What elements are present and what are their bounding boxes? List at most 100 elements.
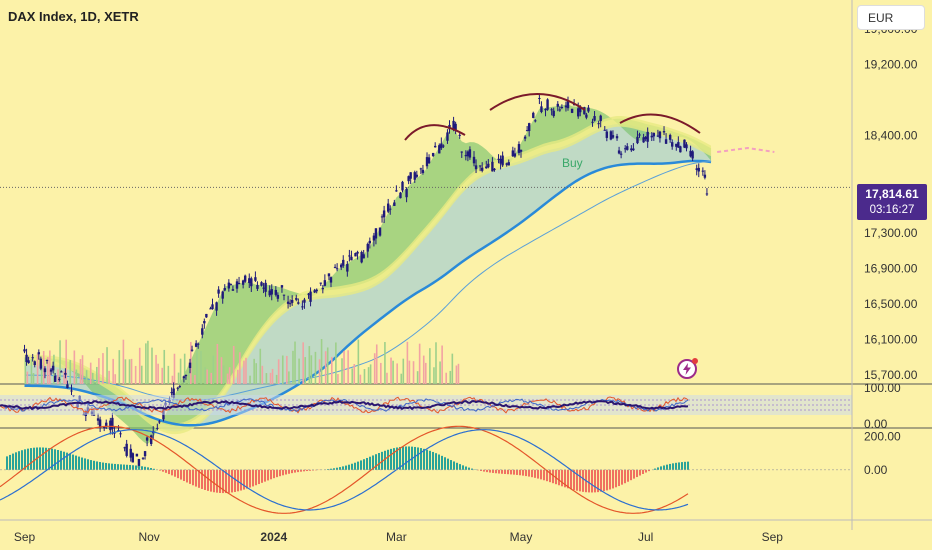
macd-histogram-bar bbox=[489, 469, 491, 473]
macd-histogram-bar bbox=[279, 469, 281, 477]
macd-histogram-bar bbox=[546, 469, 548, 482]
macd-histogram-bar bbox=[45, 447, 47, 470]
candle-body bbox=[66, 384, 69, 389]
volume-bar bbox=[228, 367, 231, 384]
macd-histogram-bar bbox=[375, 454, 377, 470]
candle-body bbox=[703, 174, 707, 178]
volume-bar bbox=[400, 373, 403, 384]
macd-histogram-bar bbox=[435, 453, 437, 470]
candle-body bbox=[636, 136, 639, 144]
candle-body bbox=[646, 131, 649, 142]
macd-histogram-bar bbox=[237, 469, 239, 492]
macd-histogram-bar bbox=[504, 469, 506, 474]
macd-histogram-bar bbox=[108, 463, 110, 470]
macd-histogram-bar bbox=[447, 458, 449, 470]
macd-histogram-bar bbox=[480, 469, 482, 471]
volume-bar bbox=[96, 366, 98, 384]
candle-body bbox=[630, 148, 633, 151]
candle-body bbox=[307, 293, 310, 295]
candle-body bbox=[527, 123, 531, 131]
volume-bar bbox=[375, 344, 378, 384]
macd-histogram-bar bbox=[225, 469, 227, 494]
macd-histogram-bar bbox=[9, 454, 11, 470]
macd-histogram-bar bbox=[645, 469, 647, 473]
candle-body bbox=[401, 181, 404, 191]
candle-body bbox=[211, 304, 214, 310]
volume-bar bbox=[243, 360, 245, 384]
macd-histogram-bar bbox=[618, 469, 620, 487]
candle-body bbox=[454, 123, 457, 130]
candle-body bbox=[286, 301, 290, 304]
candle-body bbox=[356, 251, 359, 254]
lightning-icon[interactable] bbox=[677, 358, 698, 379]
volume-bar bbox=[128, 359, 131, 384]
macd-tick-label: 200.00 bbox=[864, 429, 901, 443]
candle-body bbox=[374, 228, 378, 239]
volume-bar bbox=[187, 371, 190, 384]
time-tick-label: Nov bbox=[138, 530, 159, 544]
macd-histogram-bar bbox=[213, 469, 215, 493]
macd-histogram-bar bbox=[498, 469, 500, 474]
volume-bar bbox=[402, 358, 405, 384]
candle-body bbox=[544, 108, 547, 111]
candle-body bbox=[43, 368, 47, 373]
candle-body bbox=[340, 264, 343, 268]
macd-histogram-bar bbox=[549, 469, 551, 483]
currency-button[interactable]: EUR bbox=[857, 5, 925, 30]
macd-histogram-bar bbox=[510, 469, 512, 475]
candle-body bbox=[413, 172, 416, 180]
candle-body bbox=[70, 390, 73, 392]
candle-body bbox=[427, 157, 431, 164]
macd-histogram-bar bbox=[516, 469, 518, 475]
volume-bar bbox=[380, 362, 382, 384]
macd-histogram-bar bbox=[372, 455, 374, 470]
macd-histogram-bar bbox=[459, 464, 461, 470]
macd-histogram-bar bbox=[153, 468, 155, 470]
macd-histogram-bar bbox=[306, 469, 308, 472]
volume-bar bbox=[204, 367, 206, 384]
macd-histogram-bar bbox=[627, 469, 629, 482]
volume-bar bbox=[245, 357, 247, 384]
volume-bar bbox=[292, 350, 294, 384]
volume-bar bbox=[59, 340, 61, 384]
macd-histogram-bar bbox=[669, 463, 671, 470]
candle-body bbox=[260, 282, 263, 286]
volume-bar bbox=[367, 367, 370, 384]
macd-histogram-bar bbox=[141, 466, 143, 470]
volume-bar bbox=[310, 355, 313, 384]
volume-bar bbox=[167, 365, 170, 384]
candle-body bbox=[243, 275, 247, 282]
chart-title: DAX Index, 1D, XETR bbox=[8, 9, 139, 24]
volume-bar bbox=[216, 343, 219, 384]
volume-bar bbox=[357, 339, 360, 384]
volume-bar bbox=[265, 373, 268, 384]
volume-bar bbox=[134, 365, 137, 384]
macd-histogram-bar bbox=[42, 447, 44, 470]
candle-body bbox=[96, 418, 100, 421]
time-tick-label: Sep bbox=[762, 530, 784, 544]
macd-histogram-bar bbox=[345, 465, 347, 470]
macd-histogram-bar bbox=[531, 469, 533, 478]
volume-bar bbox=[416, 371, 419, 384]
macd-histogram-bar bbox=[543, 469, 545, 481]
volume-bar bbox=[439, 361, 441, 384]
candle-body bbox=[105, 422, 108, 427]
volume-bar bbox=[65, 339, 67, 384]
candle-body bbox=[511, 150, 515, 157]
macd-histogram-bar bbox=[612, 469, 614, 489]
head-shoulders-arc bbox=[404, 124, 466, 141]
volume-bar bbox=[359, 374, 362, 384]
candle-body bbox=[615, 136, 619, 139]
candle-body bbox=[664, 139, 668, 144]
macd-fast-line bbox=[0, 425, 689, 514]
candle-body bbox=[671, 142, 674, 147]
macd-histogram-bar bbox=[348, 464, 350, 470]
volume-bar bbox=[108, 370, 110, 384]
price-tick-label: 16,100.00 bbox=[864, 333, 918, 347]
long-moving-average bbox=[24, 161, 712, 401]
volume-bar bbox=[118, 350, 121, 384]
candle-body bbox=[697, 167, 700, 172]
candle-body bbox=[248, 278, 251, 284]
candle-body bbox=[468, 149, 472, 158]
